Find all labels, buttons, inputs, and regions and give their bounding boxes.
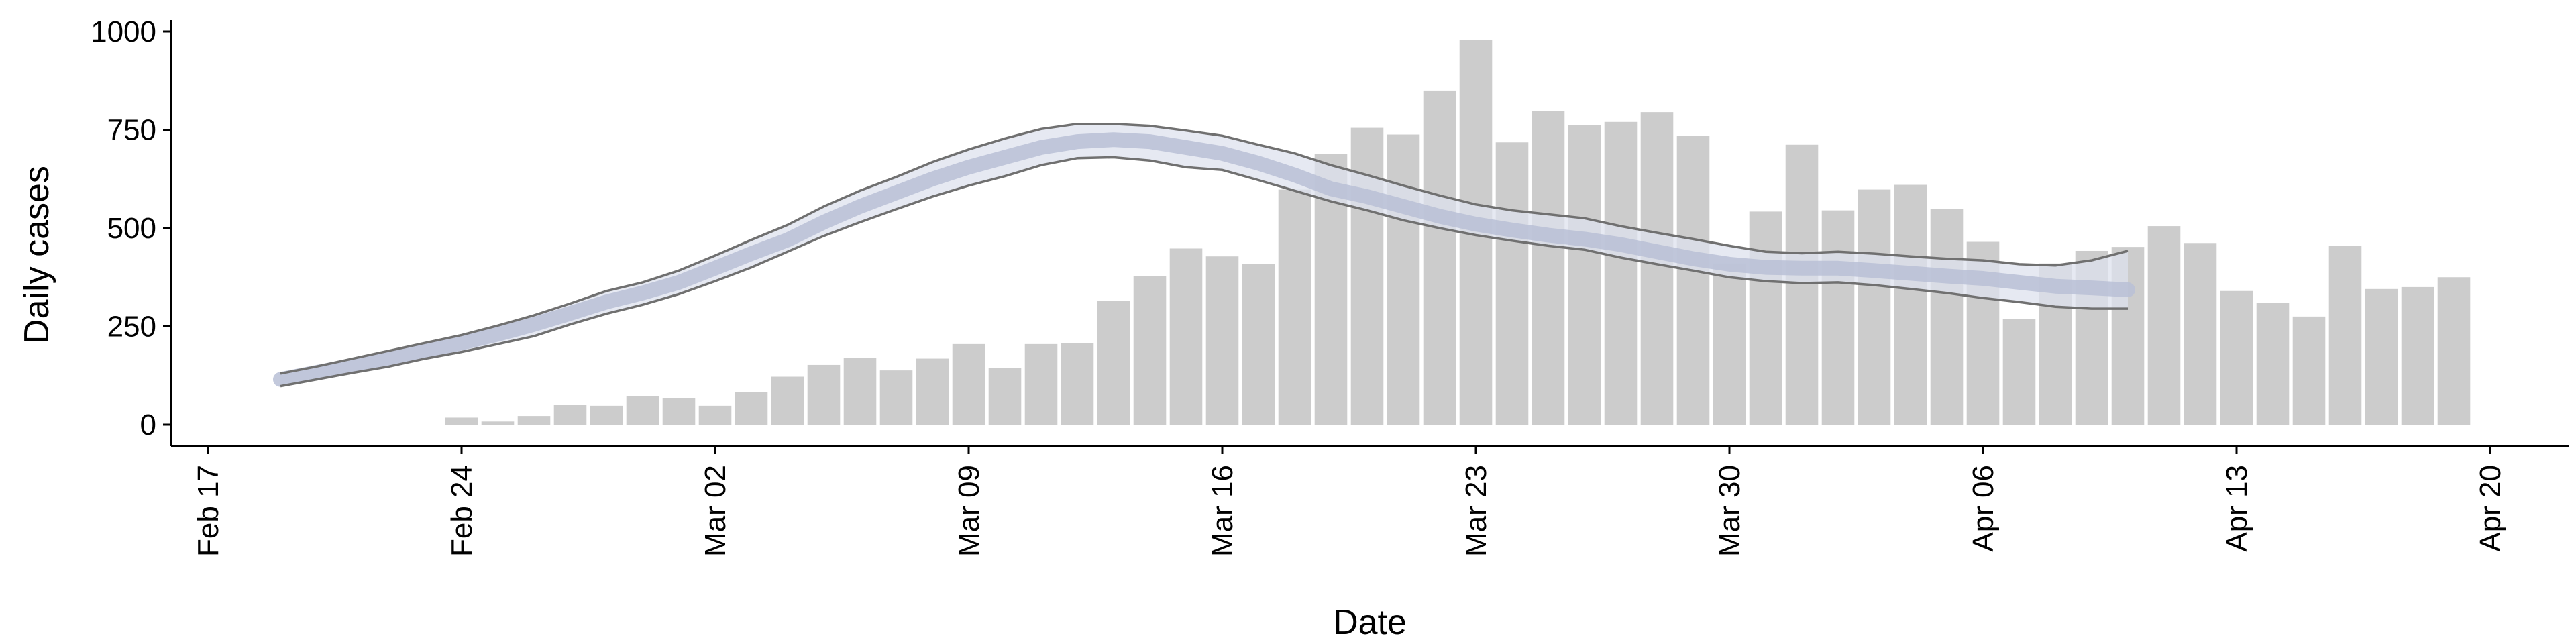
x-tick-label-2020-04-20: Apr 20 xyxy=(2474,465,2507,552)
bar-2020-04-11 xyxy=(2147,226,2181,425)
bar-2020-02-29 xyxy=(626,396,659,425)
bar-2020-03-30 xyxy=(1713,263,1746,425)
bar-2020-03-05 xyxy=(807,364,841,425)
bar-2020-03-14 xyxy=(1133,276,1167,425)
bar-2020-03-28 xyxy=(1640,112,1674,425)
bar-2020-03-17 xyxy=(1242,264,1275,425)
bar-2020-03-08 xyxy=(916,358,949,425)
bar-2020-03-21 xyxy=(1387,134,1420,425)
x-tick-label-2020-03-30: Mar 30 xyxy=(1713,465,1746,557)
bar-2020-04-07 xyxy=(2002,319,2036,425)
x-tick-label-2020-03-09: Mar 09 xyxy=(953,465,985,557)
bar-2020-03-13 xyxy=(1097,301,1130,425)
bar-2020-03-12 xyxy=(1061,343,1094,425)
x-tick-label-2020-04-13: Apr 13 xyxy=(2220,465,2253,552)
y-tick-label-250: 250 xyxy=(107,311,156,343)
bar-2020-03-04 xyxy=(771,376,804,425)
bar-2020-04-18 xyxy=(2401,286,2434,425)
bar-2020-03-09 xyxy=(952,343,985,425)
bar-2020-04-16 xyxy=(2328,246,2362,425)
y-tick-label-1000: 1000 xyxy=(91,15,156,48)
bar-2020-04-15 xyxy=(2292,316,2326,425)
x-tick-label-2020-03-02: Mar 02 xyxy=(699,465,732,557)
bar-2020-04-14 xyxy=(2256,303,2290,425)
bar-2020-02-28 xyxy=(590,405,623,425)
bar-2020-03-02 xyxy=(698,405,732,425)
bar-2020-04-02 xyxy=(1821,210,1855,425)
x-tick-label-2020-04-06: Apr 06 xyxy=(1967,465,2000,552)
bar-2020-02-26 xyxy=(517,416,551,425)
y-tick-label-500: 500 xyxy=(107,212,156,245)
bar-2020-03-11 xyxy=(1024,343,1058,425)
bar-2020-04-17 xyxy=(2365,288,2398,425)
bar-2020-04-04 xyxy=(1894,184,1927,425)
bar-2020-03-06 xyxy=(843,358,877,425)
bar-2020-03-27 xyxy=(1604,121,1638,425)
x-axis-title: Date xyxy=(1333,603,1407,642)
bar-2020-03-15 xyxy=(1169,248,1203,425)
estimate-upper-line xyxy=(280,122,2129,375)
bar-2020-03-26 xyxy=(1568,125,1601,425)
y-tick-label-0: 0 xyxy=(140,409,156,441)
x-tick-label-2020-02-17: Feb 17 xyxy=(192,465,225,557)
x-tick-label-2020-03-23: Mar 23 xyxy=(1460,465,1493,557)
bar-2020-03-01 xyxy=(662,398,696,425)
bar-2020-04-01 xyxy=(1785,144,1819,425)
estimate-interval-area xyxy=(280,123,2128,386)
y-axis-title: Daily cases xyxy=(17,166,56,344)
x-ticks: Feb 17 Feb 24 Mar 02 Mar 09 Mar 16 Mar 23 Mar … xyxy=(192,446,2507,557)
y-tick-label-750: 750 xyxy=(107,114,156,147)
bar-2020-03-18 xyxy=(1278,189,1311,425)
bar-2020-03-10 xyxy=(988,368,1022,425)
bar-2020-04-19 xyxy=(2437,277,2471,425)
y-ticks: 0 250 500 750 1000 xyxy=(91,15,171,441)
estimate-median-line xyxy=(273,132,2135,387)
bar-2020-02-25 xyxy=(481,421,515,425)
estimate-band xyxy=(273,122,2135,388)
bar-2020-03-31 xyxy=(1749,211,1782,425)
bar-2020-04-13 xyxy=(2220,290,2253,425)
x-tick-label-2020-02-24: Feb 24 xyxy=(445,465,478,557)
bar-2020-03-03 xyxy=(735,392,768,425)
bar-2020-03-16 xyxy=(1205,256,1239,425)
bar-2020-04-05 xyxy=(1930,209,1964,425)
bar-2020-03-24 xyxy=(1495,142,1529,425)
estimate-lower-line xyxy=(280,156,2128,388)
axes xyxy=(170,20,2569,447)
x-tick-label-2020-03-16: Mar 16 xyxy=(1206,465,1239,557)
bar-2020-03-22 xyxy=(1423,90,1456,425)
bar-2020-04-12 xyxy=(2184,243,2217,425)
bar-2020-03-29 xyxy=(1676,136,1710,425)
bar-2020-02-24 xyxy=(445,417,478,425)
bar-2020-03-07 xyxy=(879,370,913,425)
bar-2020-04-03 xyxy=(1858,189,1891,425)
bar-2020-03-25 xyxy=(1532,111,1565,425)
bar-2020-02-27 xyxy=(553,405,587,425)
